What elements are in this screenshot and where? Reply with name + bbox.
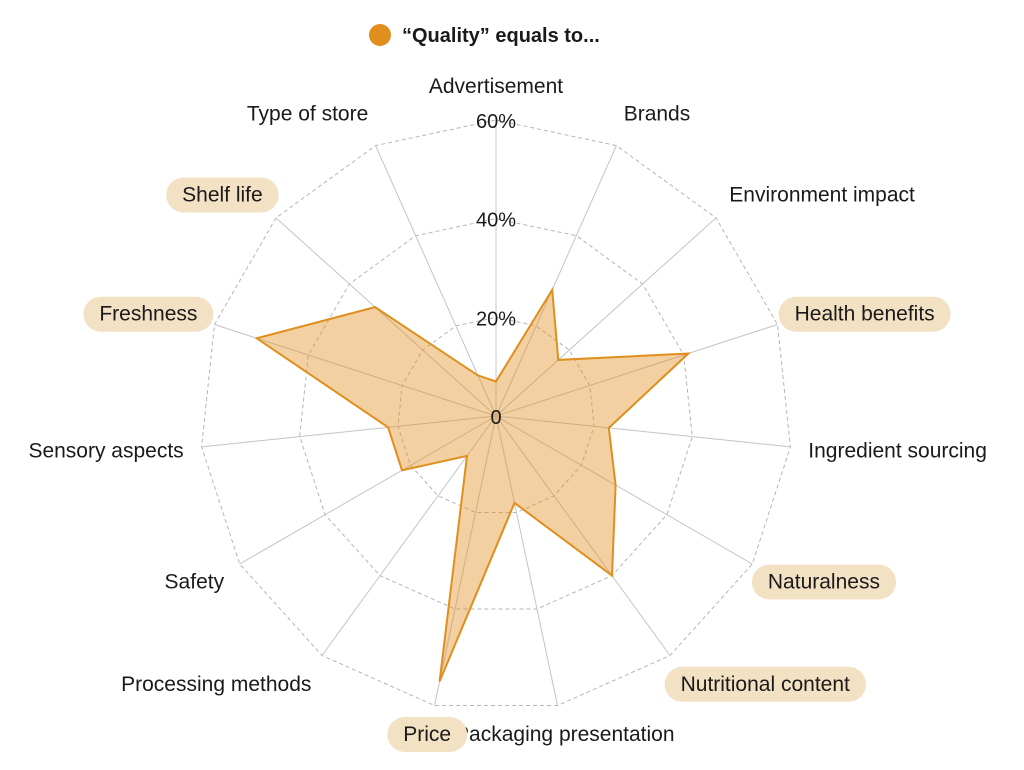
category-freshness: Freshness: [83, 296, 214, 332]
spoke-safety: [239, 415, 497, 565]
radar-series: [254, 286, 692, 682]
category-safety: Safety: [165, 571, 225, 594]
category-advertisement: Advertisement: [429, 75, 563, 98]
category-highlight: [664, 666, 866, 702]
tick-label: 0: [490, 407, 501, 429]
spoke-health-benefits: [495, 324, 778, 417]
spoke-environment-impact: [495, 217, 717, 417]
spoke-brands: [495, 145, 617, 417]
category-highlight: [166, 177, 279, 213]
category-ingredient-sourcing: Ingredient sourcing: [808, 440, 987, 463]
category-sensory-aspects: Sensory aspects: [28, 440, 183, 463]
spoke-type-of-store: [375, 145, 497, 417]
spoke-packaging-presentation: [495, 415, 558, 706]
category-highlight: [83, 296, 214, 332]
category-label: Nutritional content: [681, 673, 850, 696]
grid-ring: [397, 316, 595, 513]
tick-label: 60%: [476, 111, 516, 133]
category-label: Price: [403, 723, 451, 746]
series-area: [254, 286, 692, 682]
category-label: Ingredient sourcing: [808, 440, 987, 463]
category-packaging-presentation: Packaging presentation: [455, 723, 675, 746]
category-health-benefits: Health benefits: [778, 296, 951, 332]
category-environment-impact: Environment impact: [729, 184, 915, 207]
tick-label: 40%: [476, 210, 516, 232]
category-labels: Advertisement Brands Environment impact Hea…: [28, 75, 987, 752]
category-label: Processing methods: [121, 673, 311, 696]
spoke-freshness: [214, 324, 497, 417]
spoke-sensory-aspects: [201, 415, 497, 448]
category-label: Sensory aspects: [28, 440, 183, 463]
legend-label: “Quality” equals to...: [402, 25, 600, 47]
category-label: Environment impact: [729, 184, 915, 207]
category-highlight: [387, 717, 468, 752]
category-highlight: [778, 296, 951, 332]
category-label: Advertisement: [429, 75, 563, 98]
category-price: Price: [387, 717, 468, 752]
category-brands: Brands: [624, 103, 691, 126]
category-naturalness: Naturalness: [751, 564, 896, 600]
category-label: Freshness: [99, 303, 197, 326]
category-processing-methods: Processing methods: [121, 673, 311, 696]
category-shelf-life: Shelf life: [166, 177, 279, 213]
tick-label: 20%: [476, 308, 516, 330]
category-type-of-store: Type of store: [247, 103, 368, 126]
category-label: Brands: [624, 103, 691, 126]
spoke-naturalness: [495, 415, 753, 565]
legend-marker: [369, 24, 391, 46]
category-label: Naturalness: [768, 571, 880, 594]
category-label: Type of store: [247, 103, 368, 126]
spoke-nutritional-content: [495, 415, 671, 656]
category-highlight: [751, 564, 896, 600]
radial-tick-labels: 0 20% 40% 60%: [476, 111, 516, 429]
category-label: Packaging presentation: [455, 723, 675, 746]
category-label: Shelf life: [182, 184, 263, 207]
category-label: Safety: [165, 571, 225, 594]
spoke-ingredient-sourcing: [495, 415, 791, 448]
spoke-shelf-life: [275, 217, 497, 417]
spoke-price: [434, 415, 497, 706]
category-nutritional-content: Nutritional content: [664, 666, 866, 702]
category-label: Health benefits: [795, 303, 935, 326]
legend: “Quality” equals to...: [369, 24, 600, 47]
